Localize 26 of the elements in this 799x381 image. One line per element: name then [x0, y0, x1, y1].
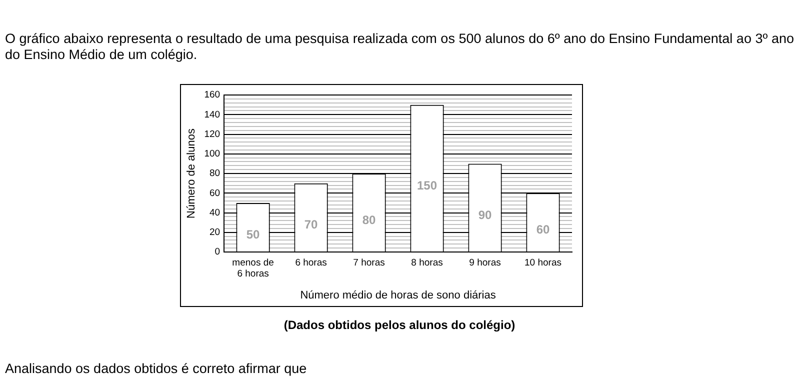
x-tick-label: 7 horas — [353, 257, 386, 268]
y-tick-label: 0 — [214, 246, 220, 258]
data-label: 150 — [417, 178, 438, 192]
y-tick-label: 40 — [209, 207, 220, 218]
x-tick-label: 8 horas — [411, 257, 444, 268]
data-label: 50 — [246, 228, 260, 242]
text: (Dados obtidos pelos alunos do colégio) — [282, 318, 516, 332]
x-tick-label: menos de 6 horas — [232, 257, 274, 280]
x-tick-label: 9 horas — [469, 257, 502, 268]
y-tick-label: 140 — [204, 109, 220, 120]
data-label: 80 — [362, 212, 376, 227]
chart-title: O gráfico abaixo representa o resultado de uma pesquisa realizada com os 500 alunos do 6º ano do Ensino Fundamental ao 3º ano do Ensino Médio de um colégio. — [5, 31, 794, 63]
y-axis-title: Número de alunos — [186, 128, 198, 218]
data-label: 60 — [536, 222, 550, 237]
x-axis-title: Número médio de horas de sono diárias — [300, 289, 496, 302]
y-tick-label: 100 — [204, 148, 220, 160]
y-tick-label: 60 — [209, 188, 220, 199]
x-tick-label: 10 horas — [524, 257, 562, 268]
x-tick-label: 6 horas — [295, 257, 328, 268]
data-label: 70 — [304, 218, 318, 232]
text: Analisando os dados obtidos é correto afirmar que — [5, 361, 307, 376]
y-tick-label: 160 — [204, 90, 220, 101]
y-tick-label: 80 — [209, 168, 220, 180]
y-tick-label: 120 — [204, 128, 220, 140]
y-tick-label: 20 — [209, 227, 220, 238]
data-label: 90 — [478, 208, 492, 222]
